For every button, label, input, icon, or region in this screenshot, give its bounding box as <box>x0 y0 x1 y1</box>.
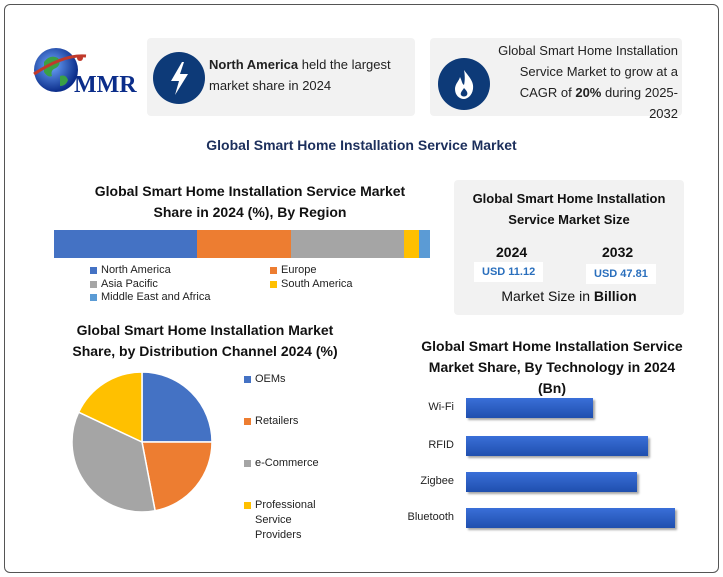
lightning-icon <box>171 62 188 95</box>
main-title: Global Smart Home Installation Service M… <box>206 137 517 153</box>
tech-bar-rfid <box>466 436 648 456</box>
year-2032: 2032 <box>602 244 634 260</box>
region-segment-2 <box>290 230 404 258</box>
region-segment-0 <box>54 230 197 258</box>
header-card-largest-share: North America held the largest market sh… <box>147 38 415 116</box>
legend-swatch <box>244 376 251 383</box>
distribution-pie-chart <box>71 371 213 513</box>
pie-legend: OEMs Retailers e-Commerce Professional Serv… <box>244 372 344 552</box>
tech-bar-zigbee <box>466 472 637 492</box>
mmr-logo: MMR <box>30 40 140 110</box>
legend-swatch <box>90 266 97 274</box>
region-segment-1 <box>196 230 291 258</box>
legend-swatch <box>244 418 251 425</box>
legend-swatch <box>90 293 97 301</box>
flame-icon <box>455 70 474 99</box>
lightning-icon-circle <box>153 52 205 104</box>
pie-legend-item: Retailers <box>244 414 324 429</box>
tech-bar-wi-fi <box>466 398 593 418</box>
svg-text:MMR: MMR <box>74 72 137 98</box>
legend-swatch <box>244 502 251 509</box>
region-legend: North America Europe Asia Pacific South Ame… <box>90 264 410 304</box>
region-stacked-bar <box>54 230 430 258</box>
legend-label: South America <box>281 278 353 290</box>
legend-label: Middle East and Africa <box>101 291 211 303</box>
pie-slice-retailers <box>141 441 213 512</box>
region-segment-3 <box>403 230 419 258</box>
region-legend-item: Middle East and Africa <box>90 291 210 303</box>
legend-swatch <box>90 280 97 288</box>
pie-slice-e-commerce <box>71 411 156 513</box>
legend-label: North America <box>101 264 171 276</box>
tech-bar-bluetooth <box>466 508 675 528</box>
region-legend-item: South America <box>270 278 353 290</box>
legend-label: Asia Pacific <box>101 278 158 290</box>
tech-label-rfid: RFID <box>428 439 454 451</box>
market-size-footer: Market Size in Billion <box>501 288 637 304</box>
cagr-text: Global Smart Home Installation Service M… <box>498 43 678 121</box>
tech-label-bluetooth: Bluetooth <box>407 511 454 523</box>
market-size-title: Global Smart Home Installation Service M… <box>472 191 666 227</box>
technology-bar-chart: Wi-Fi RFID Zigbee Bluetooth <box>390 390 700 540</box>
flame-icon-circle <box>438 58 490 110</box>
region-segment-4 <box>418 230 430 258</box>
tech-label-zigbee: Zigbee <box>420 475 454 487</box>
pie-slice-professional-service-providers <box>77 371 143 444</box>
legend-swatch <box>270 266 277 274</box>
largest-share-text: North America held the largest market sh… <box>209 57 391 93</box>
region-legend-item: Asia Pacific <box>90 278 158 290</box>
region-legend-item: North America <box>90 264 171 276</box>
legend-swatch <box>244 460 251 467</box>
region-legend-item: Europe <box>270 264 316 276</box>
legend-label: Retailers <box>255 415 299 427</box>
channel-chart-title: Global Smart Home Installation Market Sh… <box>72 322 338 359</box>
legend-label: OEMs <box>255 373 286 385</box>
region-chart-title: Global Smart Home Installation Service M… <box>94 183 406 220</box>
globe-icon: MMR <box>33 48 137 98</box>
legend-swatch <box>270 280 277 288</box>
value-2032: USD 47.81 <box>586 264 656 284</box>
legend-label: e-Commerce <box>255 457 319 469</box>
header-card-cagr: Global Smart Home Installation Service M… <box>430 38 682 121</box>
technology-chart-title: Global Smart Home Installation Service M… <box>421 338 683 396</box>
pie-legend-item: e-Commerce <box>244 456 324 471</box>
pie-legend-item: Professional Service Providers <box>244 498 324 543</box>
value-2024: USD 11.12 <box>474 262 544 282</box>
pie-legend-item: OEMs <box>244 372 324 387</box>
year-2024: 2024 <box>496 244 528 260</box>
pie-slice-oems <box>141 371 213 443</box>
legend-label: Europe <box>281 264 317 276</box>
market-size-card: Global Smart Home Installation Service M… <box>454 180 684 315</box>
tech-label-wi-fi: Wi-Fi <box>428 401 454 413</box>
legend-label: Professional Service Providers <box>255 499 316 541</box>
